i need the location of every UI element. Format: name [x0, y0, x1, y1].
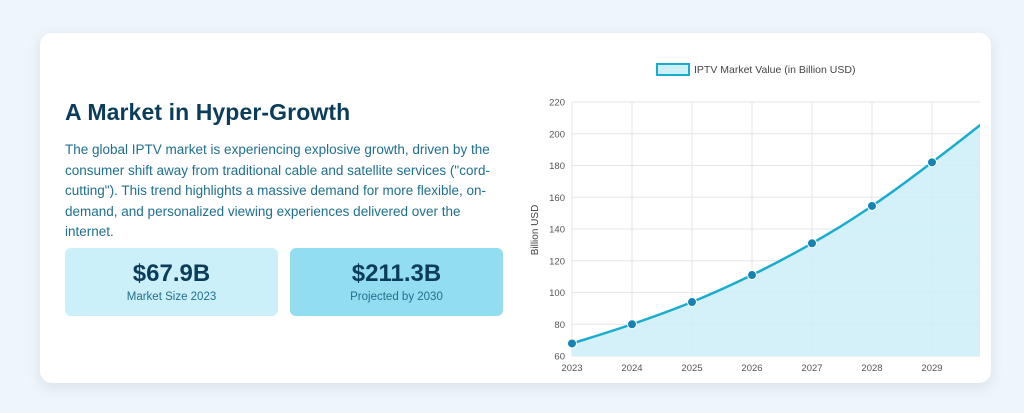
data-point	[747, 270, 757, 281]
x-tick-label: 2028	[861, 363, 882, 373]
y-tick-label: 120	[549, 256, 565, 267]
market-card: A Market in Hyper-Growth The global IPTV…	[40, 33, 991, 383]
stat-label: Market Size 2023	[126, 291, 217, 303]
x-tick-label: 2024	[621, 363, 642, 373]
y-tick-label: 80	[554, 320, 565, 331]
x-tick-label: 2026	[741, 363, 762, 373]
data-point	[927, 157, 937, 168]
y-tick-label: 160	[549, 193, 565, 204]
area-fill	[572, 125, 980, 356]
chart-legend[interactable]: IPTV Market Value (in Billion USD)	[656, 63, 855, 76]
x-tick-label: 2029	[921, 363, 942, 373]
y-axis-title: Billion USD	[530, 205, 541, 256]
stat-value: $211.3B	[351, 260, 442, 287]
x-axis-ticks: 20232024202520262027202820292030	[561, 363, 942, 373]
data-point	[687, 297, 697, 308]
stat-value: $67.9B	[132, 260, 211, 287]
y-tick-label: 200	[549, 129, 565, 140]
stat-label: Projected by 2030	[350, 291, 443, 303]
stat-projected: $211.3B Projected by 2030	[290, 248, 503, 316]
x-tick-label: 2027	[801, 363, 822, 373]
data-point	[807, 238, 817, 249]
data-point	[627, 319, 637, 330]
data-point	[867, 200, 877, 211]
y-tick-label: 60	[554, 352, 565, 363]
x-tick-label: 2025	[681, 363, 702, 373]
stat-market-size: $67.9B Market Size 2023	[65, 248, 278, 316]
page-title: A Market in Hyper-Growth	[65, 99, 351, 125]
data-points	[567, 157, 937, 349]
legend-label: IPTV Market Value (in Billion USD)	[694, 64, 855, 76]
y-tick-label: 140	[549, 225, 565, 236]
market-value-chart: 60 80 100 120 140 160 180 200 220 2023 2024 2025 20…	[530, 63, 980, 373]
market-description: The global IPTV market is experiencing e…	[65, 142, 490, 239]
series-line	[571, 123, 980, 345]
x-tick-label: 2023	[561, 363, 582, 373]
data-point	[567, 338, 577, 349]
y-axis-ticks: 60 80 100 120 140 160 180 200 220	[549, 98, 565, 363]
y-tick-label: 100	[549, 288, 565, 299]
legend-swatch	[656, 63, 690, 76]
y-tick-label: 220	[549, 98, 565, 109]
y-tick-label: 180	[549, 161, 565, 172]
